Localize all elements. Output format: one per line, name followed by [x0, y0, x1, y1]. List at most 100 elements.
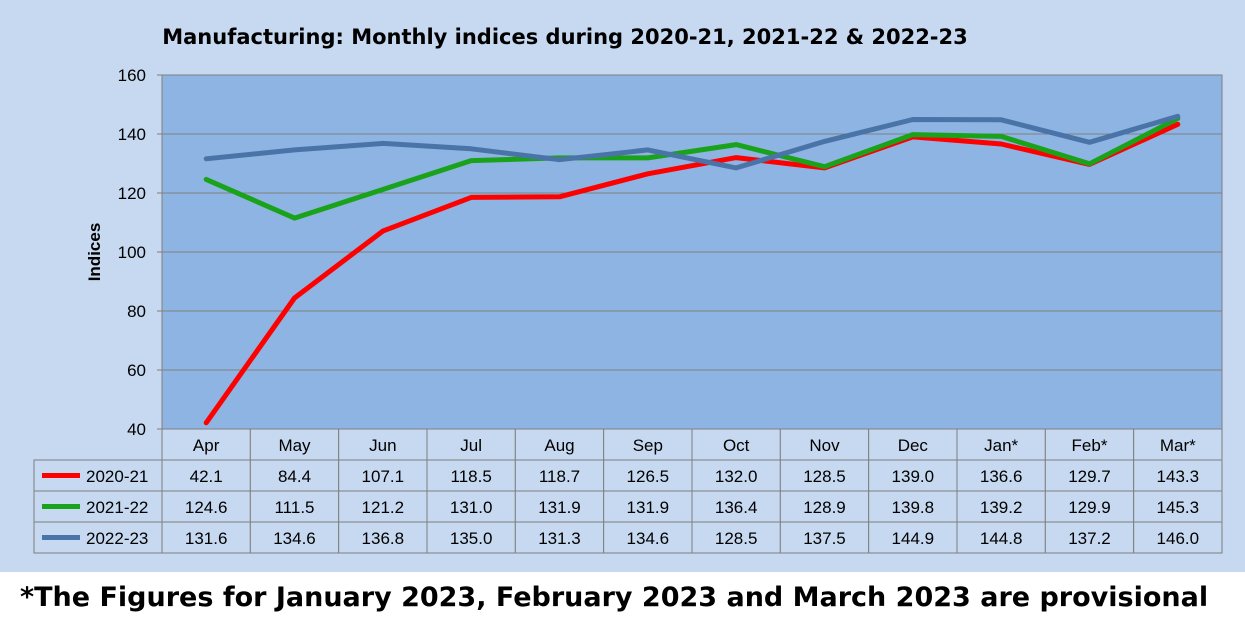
y-tick-label: 100: [118, 243, 146, 262]
data-label-2022-23: 146.0: [1157, 529, 1200, 548]
table-header-cell: [779, 428, 870, 461]
y-tick-label: 160: [118, 66, 146, 85]
data-label-2020-21: 126.5: [627, 467, 670, 486]
data-label-2020-21: 139.0: [892, 467, 935, 486]
x-tick-label: Feb*: [1072, 436, 1108, 455]
table-cell: [161, 490, 251, 523]
table-cell: [1044, 490, 1135, 523]
data-label-2020-21: 132.0: [715, 467, 758, 486]
x-tick-label: Jun: [369, 436, 396, 455]
table-header-cell: [249, 428, 340, 461]
table-cell: [691, 490, 781, 523]
data-label-2021-22: 128.9: [803, 498, 846, 517]
table-cell: [249, 490, 340, 523]
y-tick-label: 40: [127, 420, 146, 439]
data-label-2021-22: 131.9: [627, 498, 670, 517]
data-label-2020-21: 118.5: [451, 467, 492, 486]
table-cell: [514, 490, 605, 523]
data-label-2020-21: 42.1: [190, 467, 223, 486]
table-cell: [338, 490, 428, 523]
data-label-2021-22: 111.5: [274, 498, 314, 517]
data-label-2021-22: 129.9: [1068, 498, 1111, 517]
table-cell: [779, 490, 870, 523]
table-cell: [1133, 521, 1223, 554]
data-label-2020-21: 143.3: [1157, 467, 1200, 486]
data-label-2020-21: 136.6: [980, 467, 1023, 486]
x-tick-label: Sep: [633, 436, 663, 455]
data-label-2022-23: 137.5: [803, 529, 846, 548]
table-header-cell: [1133, 428, 1223, 461]
table-cell: [426, 521, 516, 554]
table-cell: [1133, 490, 1223, 523]
data-label-2021-22: 136.4: [715, 498, 758, 517]
x-tick-label: Jul: [460, 436, 482, 455]
data-label-2021-22: 124.6: [185, 498, 228, 517]
data-label-2022-23: 131.6: [185, 529, 228, 548]
data-label-2022-23: 135.0: [450, 529, 493, 548]
table-header-cell: [514, 428, 605, 461]
table-header-cell: [956, 428, 1046, 461]
x-tick-label: Apr: [193, 436, 220, 455]
data-label-2020-21: 129.7: [1068, 467, 1111, 486]
data-label-2022-23: 144.9: [892, 529, 935, 548]
data-label-2022-23: 136.8: [362, 529, 405, 548]
series-line-2020-21: [203, 121, 1181, 426]
table-cell: [779, 459, 870, 492]
data-label-2022-23: 128.5: [715, 529, 758, 548]
y-axis-label: Indices: [85, 223, 104, 282]
table-cell: [603, 490, 693, 523]
legend-label-2022-23: 2022-23: [86, 529, 148, 548]
data-label-2022-23: 131.3: [538, 529, 581, 548]
legend-label-2020-21: 2020-21: [86, 467, 148, 486]
table-cell: [1133, 459, 1223, 492]
chart: Manufacturing: Monthly indices during 20…: [0, 0, 1245, 572]
data-label-2022-23: 144.8: [980, 529, 1023, 548]
data-label-2020-21: 118.7: [539, 467, 580, 486]
table-cell: [161, 459, 251, 492]
data-label-2021-22: 131.0: [450, 498, 493, 517]
x-tick-label: Oct: [723, 436, 750, 455]
table-cell: [956, 490, 1046, 523]
table-cell: [868, 459, 958, 492]
y-tick-label: 120: [118, 184, 146, 203]
data-label-2021-22: 131.9: [538, 498, 581, 517]
table-cell: [603, 521, 693, 554]
data-label-2021-22: 121.2: [362, 498, 405, 517]
data-label-2021-22: 139.8: [892, 498, 935, 517]
legend-label-2021-22: 2021-22: [86, 498, 148, 517]
chart-svg: Manufacturing: Monthly indices during 20…: [0, 0, 1245, 572]
x-tick-label: Nov: [809, 436, 840, 455]
table-cell: [1044, 459, 1135, 492]
table-cell: [691, 521, 781, 554]
footnote: *The Figures for January 2023, February …: [20, 582, 1209, 613]
table-cell: [249, 521, 340, 554]
data-label-2022-23: 137.2: [1068, 529, 1111, 548]
y-tick-label: 60: [127, 361, 146, 380]
data-label-2021-22: 145.3: [1157, 498, 1200, 517]
y-tick-label: 140: [118, 125, 146, 144]
table-cell: [1044, 521, 1135, 554]
x-tick-label: Dec: [898, 436, 929, 455]
x-tick-label: Mar*: [1160, 436, 1196, 455]
table-cell: [338, 459, 428, 492]
table-header-cell: [691, 428, 781, 461]
table-cell: [426, 459, 516, 492]
data-label-2020-21: 84.4: [278, 467, 311, 486]
x-tick-label: Aug: [544, 436, 574, 455]
chart-title: Manufacturing: Monthly indices during 20…: [162, 25, 968, 49]
table-header-cell: [603, 428, 693, 461]
table-cell: [514, 459, 605, 492]
data-label-2022-23: 134.6: [273, 529, 316, 548]
data-label-2020-21: 128.5: [803, 467, 846, 486]
y-tick-label: 80: [127, 302, 146, 321]
series-line-2021-22: [203, 115, 1181, 221]
x-tick-label: Jan*: [984, 436, 1018, 455]
table-cell: [249, 459, 340, 492]
data-label-2020-21: 107.1: [362, 467, 405, 486]
table-cell: [956, 459, 1046, 492]
table-cell: [956, 521, 1046, 554]
series-line-2022-23: [203, 113, 1181, 171]
data-label-2021-22: 139.2: [980, 498, 1023, 517]
x-tick-label: May: [278, 436, 311, 455]
table-cell: [868, 521, 958, 554]
